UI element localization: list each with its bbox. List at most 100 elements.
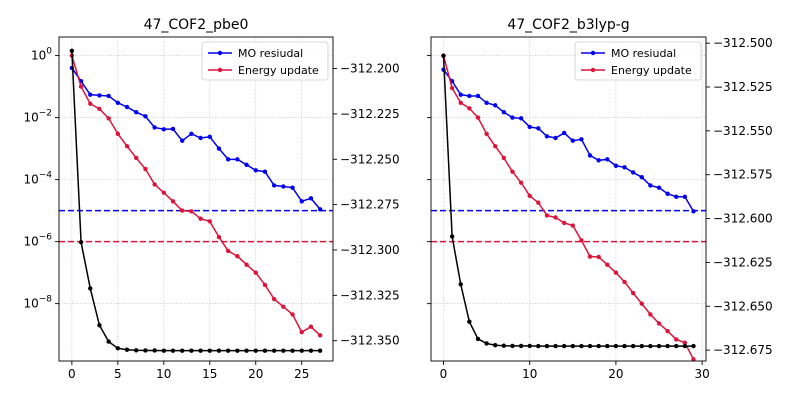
data-point xyxy=(630,290,636,296)
legend-label: Energy update xyxy=(238,64,319,77)
data-point xyxy=(682,194,688,199)
data-point xyxy=(198,135,203,141)
data-point xyxy=(253,348,258,353)
data-point xyxy=(317,207,323,212)
data-point xyxy=(235,348,240,353)
data-point xyxy=(570,223,576,228)
data-point xyxy=(290,185,295,190)
x-tick-label: 10 xyxy=(156,367,171,381)
data-point xyxy=(648,183,653,188)
chart-panel-b3lyp-g: 47_COF2_b3lyp-g 0 10 20 30 −312.500 −312.525 −3… xyxy=(427,17,773,381)
data-point xyxy=(170,348,176,353)
legend-swatch-marker xyxy=(217,50,223,56)
data-point xyxy=(244,262,249,267)
y-tick-exponent: 0 xyxy=(46,47,52,57)
y2-tick-label: −312.550 xyxy=(713,124,773,138)
y2-tick-label: −312.650 xyxy=(713,299,773,313)
data-point xyxy=(544,213,550,218)
data-point xyxy=(317,348,323,353)
data-point xyxy=(106,116,111,121)
data-point xyxy=(622,343,627,349)
data-point xyxy=(484,100,489,106)
data-point xyxy=(536,343,541,349)
y-tick-base: 10 xyxy=(31,49,46,63)
data-point xyxy=(161,190,167,195)
x-tick-label: 15 xyxy=(202,367,217,381)
data-point xyxy=(308,324,314,329)
y2-tick-label: −312.350 xyxy=(340,334,400,348)
data-point xyxy=(161,127,167,132)
data-point xyxy=(198,216,203,221)
grid xyxy=(431,37,706,361)
data-point xyxy=(106,339,111,344)
x-tick-label: 25 xyxy=(294,367,309,381)
data-point xyxy=(674,194,679,199)
series-line xyxy=(71,55,321,336)
data-point xyxy=(88,101,93,106)
series-line xyxy=(442,55,695,360)
data-point xyxy=(143,166,148,172)
data-point xyxy=(290,348,295,353)
y-tick-label: 10−2 xyxy=(23,109,52,125)
data-point xyxy=(467,93,472,99)
chart-title: 47_COF2_b3lyp-g xyxy=(507,17,629,33)
data-point xyxy=(170,126,176,132)
data-point xyxy=(518,180,524,185)
chart-title: 47_COF2_pbe0 xyxy=(144,17,249,33)
data-point xyxy=(78,84,84,89)
data-point xyxy=(124,143,130,149)
data-point xyxy=(78,239,84,245)
data-point xyxy=(152,125,157,130)
data-point xyxy=(97,323,102,328)
data-point xyxy=(134,348,139,353)
data-point xyxy=(527,343,532,349)
data-point xyxy=(622,165,627,170)
data-point xyxy=(216,348,222,353)
data-point xyxy=(308,348,314,353)
data-point xyxy=(299,348,304,353)
data-point xyxy=(510,115,515,120)
x-tick-label: 20 xyxy=(608,367,623,381)
data-point xyxy=(207,134,212,140)
series-total-energy xyxy=(441,53,696,349)
y2-tick-label: −312.675 xyxy=(713,343,773,357)
data-point xyxy=(639,343,644,349)
data-point xyxy=(656,321,662,326)
data-point xyxy=(648,312,653,317)
data-point xyxy=(510,343,515,349)
data-point xyxy=(596,254,601,260)
data-point xyxy=(225,248,231,254)
data-point xyxy=(544,134,550,139)
data-point xyxy=(308,196,314,201)
data-point xyxy=(665,328,670,334)
data-point xyxy=(281,304,286,309)
axes-frame xyxy=(58,36,334,362)
data-point xyxy=(536,200,541,205)
legend-label: MO resiudal xyxy=(611,47,676,60)
data-point xyxy=(691,343,696,349)
data-point xyxy=(299,329,304,335)
y2-tick-label: −312.575 xyxy=(713,168,773,182)
data-point xyxy=(161,348,167,353)
data-point xyxy=(170,199,176,204)
data-point xyxy=(180,208,185,213)
y2-tick-label: −312.225 xyxy=(340,107,400,121)
data-point xyxy=(605,157,610,162)
data-point xyxy=(69,48,75,53)
data-point xyxy=(152,348,157,353)
series-line xyxy=(71,67,321,210)
data-point xyxy=(648,343,653,349)
data-point xyxy=(281,184,286,189)
y2-tick-label: −312.275 xyxy=(340,198,400,212)
data-point xyxy=(299,199,304,204)
x-tick-label: 0 xyxy=(68,367,76,381)
y-tick-exponent: −2 xyxy=(39,109,52,119)
data-point xyxy=(493,103,498,108)
data-point xyxy=(317,333,323,338)
data-point xyxy=(449,85,455,91)
data-point xyxy=(682,340,688,345)
legend-box xyxy=(201,41,329,81)
data-point xyxy=(493,343,498,348)
series-energy-update xyxy=(441,53,696,362)
data-point xyxy=(561,343,567,349)
